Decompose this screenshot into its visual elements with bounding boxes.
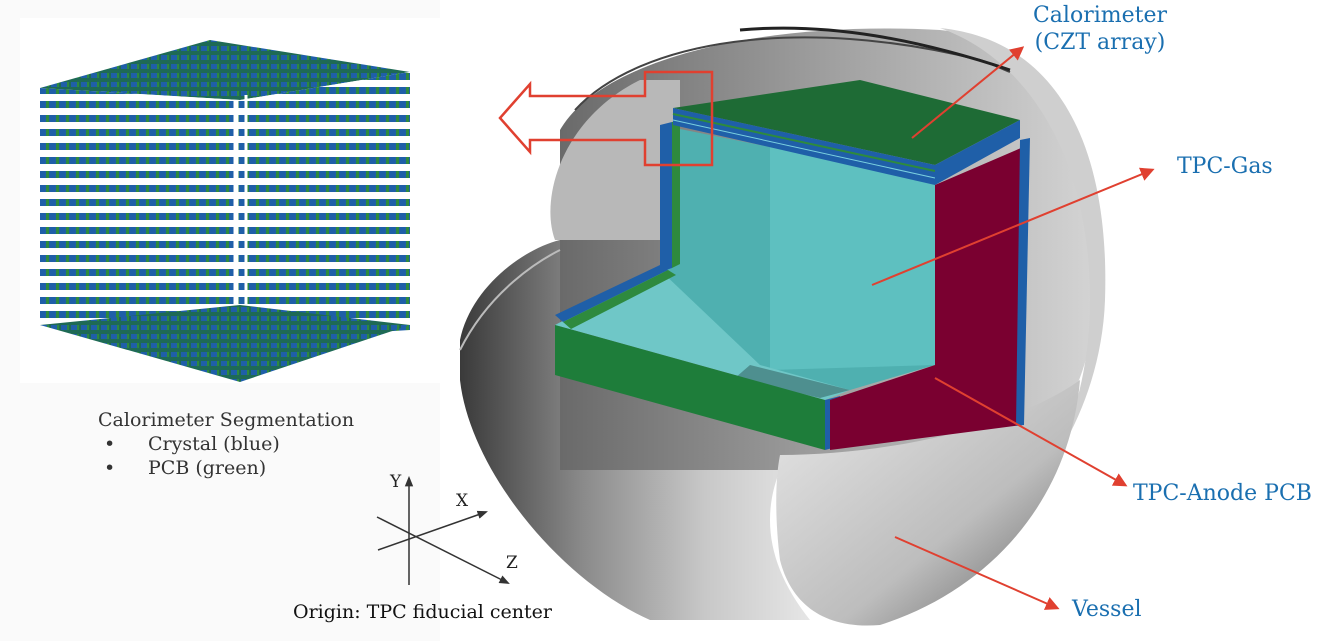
- cube-bottom-face: [40, 305, 410, 382]
- tpc-anode-label: TPC-Anode PCB: [1133, 481, 1312, 506]
- bullet-icon: •: [104, 457, 116, 479]
- calorimeter-label: Calorimeter: [1032, 3, 1168, 28]
- cube-right-face: [240, 72, 410, 340]
- calorimeter-callout: Calorimeter (CZT array): [1030, 2, 1170, 56]
- legend-item-crystal: • Crystal (blue): [98, 432, 398, 456]
- bullet-icon: •: [104, 433, 116, 455]
- vessel-label: Vessel: [1072, 597, 1142, 622]
- czt-array-label: (CZT array): [1034, 30, 1166, 55]
- legend-label-pcb: PCB (green): [148, 457, 267, 479]
- axis-label-y: Y: [390, 472, 402, 492]
- tpc-gas-leader: [871, 167, 1155, 286]
- cube-left-face: [40, 88, 240, 340]
- cube-top-face: [40, 40, 410, 100]
- segmentation-title: Calorimeter Segmentation: [98, 409, 355, 431]
- origin-caption: Origin: TPC fiducial center: [293, 601, 553, 623]
- tpc-gas-label: TPC-Gas: [1177, 154, 1273, 179]
- tpc-anode-leader: [934, 377, 1128, 487]
- calorimeter-cube-render: [40, 40, 410, 382]
- segmentation-legend: Calorimeter Segmentation • Crystal (blue…: [98, 408, 398, 480]
- axis-label-z: Z: [506, 553, 518, 573]
- expand-arrow-outline: [498, 70, 714, 167]
- vessel-leader: [894, 536, 1060, 610]
- coordinate-axes: [376, 475, 510, 585]
- legend-label-crystal: Crystal (blue): [148, 433, 280, 455]
- calorimeter-leader: [911, 46, 1025, 139]
- tpc-cutaway: [555, 80, 1030, 450]
- legend-item-pcb: • PCB (green): [98, 456, 398, 480]
- axis-label-x: X: [456, 491, 469, 511]
